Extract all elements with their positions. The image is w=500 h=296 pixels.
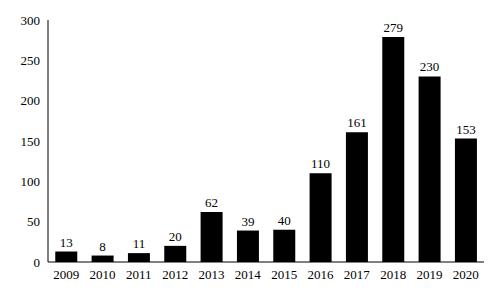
svg-text:2017: 2017 (344, 267, 371, 282)
svg-text:2010: 2010 (90, 267, 116, 282)
svg-text:2014: 2014 (235, 267, 262, 282)
svg-text:2018: 2018 (380, 267, 406, 282)
svg-text:2011: 2011 (126, 267, 152, 282)
svg-text:279: 279 (384, 20, 404, 35)
svg-text:2009: 2009 (53, 267, 79, 282)
svg-text:161: 161 (347, 115, 367, 130)
svg-text:62: 62 (205, 195, 218, 210)
svg-text:100: 100 (21, 174, 41, 189)
svg-text:110: 110 (311, 156, 330, 171)
svg-text:150: 150 (21, 134, 41, 149)
svg-text:8: 8 (99, 239, 106, 254)
svg-text:13: 13 (60, 235, 73, 250)
svg-text:2020: 2020 (453, 267, 479, 282)
svg-text:250: 250 (21, 53, 41, 68)
svg-text:200: 200 (21, 93, 41, 108)
svg-text:39: 39 (241, 214, 254, 229)
svg-text:50: 50 (27, 214, 40, 229)
svg-text:2019: 2019 (417, 267, 443, 282)
svg-text:153: 153 (456, 122, 476, 137)
svg-text:2012: 2012 (162, 267, 188, 282)
svg-text:40: 40 (278, 213, 291, 228)
svg-text:300: 300 (21, 13, 41, 28)
svg-text:2013: 2013 (199, 267, 225, 282)
svg-text:11: 11 (133, 236, 146, 251)
svg-text:2016: 2016 (308, 267, 335, 282)
svg-text:0: 0 (34, 255, 41, 270)
svg-text:230: 230 (420, 59, 440, 74)
svg-text:20: 20 (169, 229, 182, 244)
svg-text:2015: 2015 (271, 267, 297, 282)
